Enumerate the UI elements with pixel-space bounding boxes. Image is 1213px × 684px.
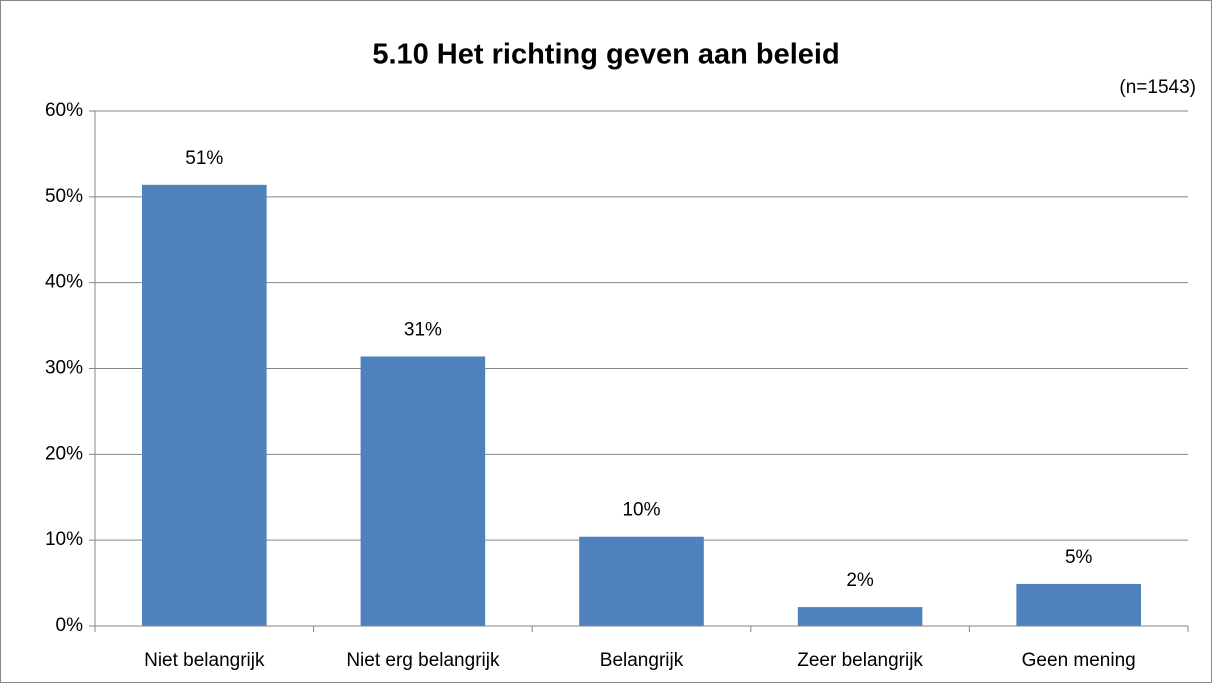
y-tick-label: 60% xyxy=(45,100,83,121)
chart-title: 5.10 Het richting geven aan beleid xyxy=(372,39,839,71)
y-tick-label: 0% xyxy=(56,615,84,636)
x-tick-label: Geen mening xyxy=(1022,650,1136,671)
data-label: 51% xyxy=(185,148,223,169)
data-label: 5% xyxy=(1065,547,1093,568)
x-tick-label: Zeer belangrijk xyxy=(797,650,923,671)
data-label: 2% xyxy=(846,570,874,591)
y-tick-label: 40% xyxy=(45,272,83,293)
x-tick-label: Niet erg belangrijk xyxy=(346,650,500,671)
y-tick-label: 50% xyxy=(45,186,83,207)
data-label: 10% xyxy=(622,500,660,521)
bar xyxy=(1016,583,1142,626)
y-tick-label: 30% xyxy=(45,358,83,379)
x-tick-label: Belangrijk xyxy=(600,650,684,671)
chart-subtitle: (n=1543) xyxy=(1119,77,1196,98)
y-tick-label: 20% xyxy=(45,443,83,464)
x-tick-label: Niet belangrijk xyxy=(144,650,265,671)
data-label: 31% xyxy=(404,319,442,340)
bar xyxy=(579,536,704,626)
bar xyxy=(360,356,486,626)
bar xyxy=(141,184,267,627)
bar xyxy=(797,607,923,626)
y-tick-label: 10% xyxy=(45,529,83,550)
